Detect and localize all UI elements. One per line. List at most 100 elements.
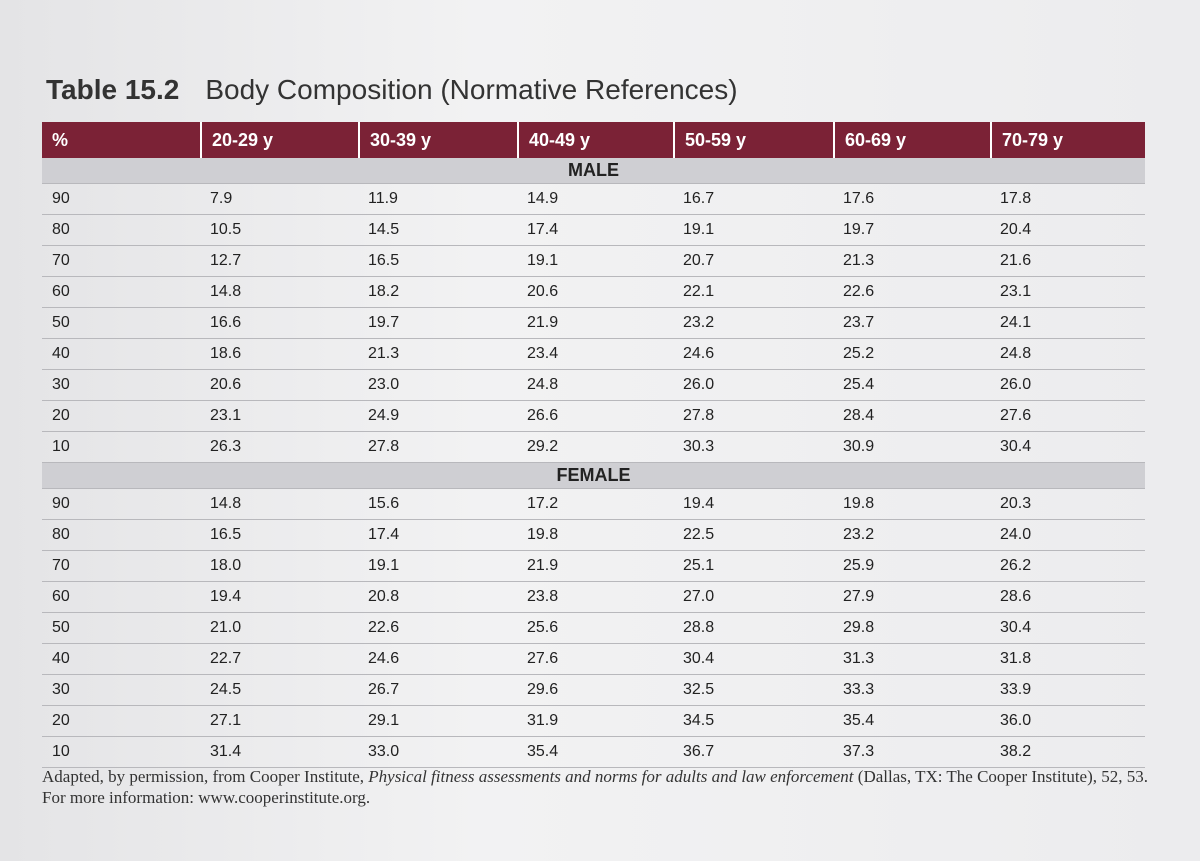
cell: 10 xyxy=(52,438,70,455)
cell: 27.9 xyxy=(843,588,875,605)
cell: 16.6 xyxy=(210,314,242,331)
cell: 60 xyxy=(52,283,70,300)
cell: 19.1 xyxy=(368,557,400,574)
cell: 50 xyxy=(52,619,70,636)
cell: 22.6 xyxy=(843,283,875,300)
cell: 25.9 xyxy=(843,557,875,574)
cell: 24.6 xyxy=(368,650,400,667)
cell: 32.5 xyxy=(683,681,715,698)
cell: 24.5 xyxy=(210,681,242,698)
cell: 27.6 xyxy=(1000,407,1032,424)
cell: 21.3 xyxy=(843,252,875,269)
cell: 90 xyxy=(52,190,70,207)
cell: 14.8 xyxy=(210,495,242,512)
cell: 22.5 xyxy=(683,526,715,543)
cell: 20.6 xyxy=(527,283,559,300)
footnote-text: Adapted, by permission, from Cooper Inst… xyxy=(42,767,369,786)
cell: 70 xyxy=(52,252,70,269)
table-row: 80 10.5 14.5 17.4 19.1 19.7 20.4 xyxy=(42,215,1145,246)
table-row: 30 20.6 23.0 24.8 26.0 25.4 26.0 xyxy=(42,370,1145,401)
cell: 27.8 xyxy=(683,407,715,424)
footnote-italic: Physical fitness assessments and norms f… xyxy=(368,767,854,786)
cell: 31.3 xyxy=(843,650,875,667)
cell: 7.9 xyxy=(210,190,233,207)
cell: 23.2 xyxy=(683,314,715,331)
cell: 23.4 xyxy=(527,345,559,362)
cell: 90 xyxy=(52,495,70,512)
cell: 19.1 xyxy=(683,221,715,238)
cell: 31.8 xyxy=(1000,650,1032,667)
table-row: 10 31.4 33.0 35.4 36.7 37.3 38.2 xyxy=(42,737,1145,768)
cell: 20.3 xyxy=(1000,495,1032,512)
table-row: 20 23.1 24.9 26.6 27.8 28.4 27.6 xyxy=(42,401,1145,432)
cell: 26.3 xyxy=(210,438,242,455)
cell: 24.9 xyxy=(368,407,400,424)
cell: 38.2 xyxy=(1000,743,1032,760)
table-row: 10 26.3 27.8 29.2 30.3 30.9 30.4 xyxy=(42,432,1145,463)
cell: 26.7 xyxy=(368,681,400,698)
cell: 26.0 xyxy=(1000,376,1032,393)
cell: 17.8 xyxy=(1000,190,1032,207)
cell: 16.5 xyxy=(368,252,400,269)
cell: 23.2 xyxy=(843,526,875,543)
cell: 14.5 xyxy=(368,221,400,238)
cell: 31.4 xyxy=(210,743,242,760)
cell: 19.1 xyxy=(527,252,559,269)
cell: 18.2 xyxy=(368,283,400,300)
cell: 27.1 xyxy=(210,712,242,729)
section-header: FEMALE xyxy=(42,463,1145,489)
cell: 34.5 xyxy=(683,712,715,729)
header-row: % 20-29 y 30-39 y 40-49 y 50-59 y 60-69 y 70-7… xyxy=(42,122,1145,158)
cell: 50 xyxy=(52,314,70,331)
table-row: 50 21.0 22.6 25.6 28.8 29.8 30.4 xyxy=(42,613,1145,644)
cell: 70 xyxy=(52,557,70,574)
cell: 36.0 xyxy=(1000,712,1032,729)
cell: 18.0 xyxy=(210,557,242,574)
cell: 17.4 xyxy=(527,221,559,238)
table-row: 20 27.1 29.1 31.9 34.5 35.4 36.0 xyxy=(42,706,1145,737)
section-header: MALE xyxy=(42,158,1145,184)
cell: 29.1 xyxy=(368,712,400,729)
cell: 20 xyxy=(52,712,70,729)
cell: 26.0 xyxy=(683,376,715,393)
table-row: 30 24.5 26.7 29.6 32.5 33.3 33.9 xyxy=(42,675,1145,706)
cell: 40 xyxy=(52,650,70,667)
table-title: Table 15.2 Body Composition (Normative Re… xyxy=(46,74,738,106)
cell: 27.6 xyxy=(527,650,559,667)
cell: 14.9 xyxy=(527,190,559,207)
cell: 16.7 xyxy=(683,190,715,207)
cell: 25.4 xyxy=(843,376,875,393)
cell: 19.4 xyxy=(683,495,715,512)
cell: 10 xyxy=(52,743,70,760)
cell: 80 xyxy=(52,526,70,543)
cell: 24.1 xyxy=(1000,314,1032,331)
cell: 22.7 xyxy=(210,650,242,667)
table-row: 40 18.6 21.3 23.4 24.6 25.2 24.8 xyxy=(42,339,1145,370)
cell: 30 xyxy=(52,376,70,393)
cell: 24.8 xyxy=(1000,345,1032,362)
cell: 28.4 xyxy=(843,407,875,424)
cell: 35.4 xyxy=(527,743,559,760)
table-row: 60 19.4 20.8 23.8 27.0 27.9 28.6 xyxy=(42,582,1145,613)
cell: 24.8 xyxy=(527,376,559,393)
table-row: 70 18.0 19.1 21.9 25.1 25.9 26.2 xyxy=(42,551,1145,582)
column-header: 60-69 y xyxy=(833,122,990,158)
cell: 25.2 xyxy=(843,345,875,362)
cell: 22.1 xyxy=(683,283,715,300)
cell: 19.7 xyxy=(843,221,875,238)
column-header: 50-59 y xyxy=(673,122,833,158)
column-header: 40-49 y xyxy=(517,122,673,158)
cell: 23.1 xyxy=(1000,283,1032,300)
cell: 25.1 xyxy=(683,557,715,574)
cell: 20.4 xyxy=(1000,221,1032,238)
cell: 20 xyxy=(52,407,70,424)
cell: 33.9 xyxy=(1000,681,1032,698)
table-row: 50 16.6 19.7 21.9 23.2 23.7 24.1 xyxy=(42,308,1145,339)
cell: 19.8 xyxy=(527,526,559,543)
column-header: 20-29 y xyxy=(200,122,358,158)
cell: 20.7 xyxy=(683,252,715,269)
cell: 23.7 xyxy=(843,314,875,331)
cell: 31.9 xyxy=(527,712,559,729)
cell: 29.8 xyxy=(843,619,875,636)
